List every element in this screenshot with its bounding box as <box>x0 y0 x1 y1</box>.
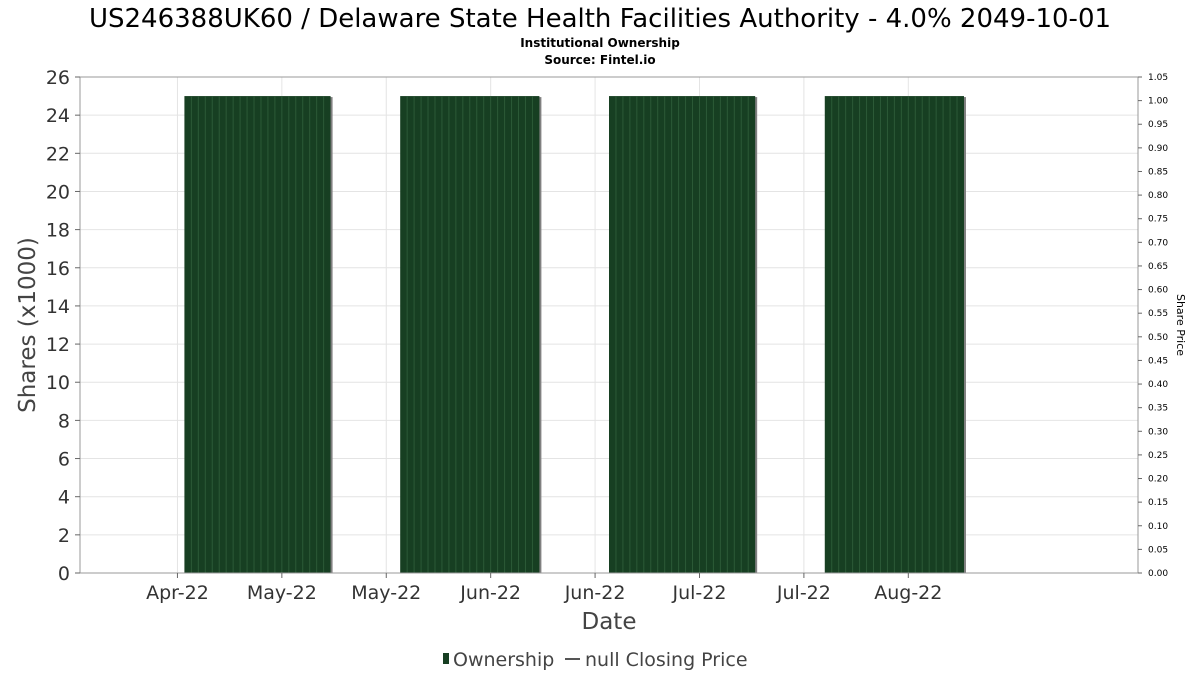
ownership-bar <box>400 96 542 574</box>
y2-tick-label: 0.30 <box>1148 427 1168 437</box>
x-tick-label: Jun-22 <box>564 582 626 604</box>
legend: Ownership null Closing Price <box>443 649 748 671</box>
ownership-bar <box>824 96 966 574</box>
y-tick-label: 4 <box>58 487 70 509</box>
y-tick-label: 20 <box>46 181 70 203</box>
y2-tick-label: 0.75 <box>1148 215 1168 225</box>
x-tick-label: Apr-22 <box>146 582 209 604</box>
y2-tick-label: 0.90 <box>1148 144 1168 154</box>
y2-tick-label: 1.05 <box>1148 73 1168 83</box>
y-tick-label: 0 <box>58 563 70 585</box>
x-tick-label: Jun-22 <box>459 582 521 604</box>
ownership-bar-body <box>609 96 756 574</box>
right-y-axis-ticks: 0.00 0.05 0.10 0.15 0.20 0.25 0.30 0.35 0.40 0.45… <box>1138 73 1168 579</box>
y2-tick-label: 0.40 <box>1148 380 1168 390</box>
chart-subtitle: Institutional Ownership <box>520 36 680 50</box>
y-tick-label: 18 <box>46 220 70 242</box>
x-tick-label: May-22 <box>247 582 317 604</box>
y2-tick-label: 0.35 <box>1148 404 1168 414</box>
y2-tick-label: 0.05 <box>1148 545 1168 555</box>
x-tick-label: Aug-22 <box>874 582 942 604</box>
y-tick-label: 2 <box>58 525 70 547</box>
y-tick-label: 22 <box>46 143 70 165</box>
y2-tick-label: 0.80 <box>1148 191 1168 201</box>
y2-tick-label: 0.25 <box>1148 451 1168 461</box>
ownership-bars <box>184 96 966 574</box>
ownership-bar <box>609 96 758 574</box>
y2-tick-label: 0.60 <box>1148 286 1168 296</box>
y2-tick-label: 0.70 <box>1148 238 1168 248</box>
y-tick-label: 8 <box>58 410 70 432</box>
x-tick-label: Jul-22 <box>672 582 727 604</box>
x-tick-label: May-22 <box>351 582 421 604</box>
y-tick-label: 12 <box>46 334 70 356</box>
y2-tick-label: 0.95 <box>1148 120 1168 130</box>
chart-title: US246388UK60 / Delaware State Health Fac… <box>89 4 1111 34</box>
y-tick-label: 16 <box>46 258 70 280</box>
y-tick-label: 6 <box>58 449 70 471</box>
ownership-bar <box>184 96 333 574</box>
y2-tick-label: 0.45 <box>1148 356 1168 366</box>
y2-tick-label: 0.65 <box>1148 262 1168 272</box>
y2-tick-label: 0.15 <box>1148 498 1168 508</box>
plot-area <box>79 76 1139 574</box>
y2-tick-label: 0.20 <box>1148 475 1168 485</box>
y-tick-label: 24 <box>46 105 70 127</box>
y2-tick-label: 0.10 <box>1148 522 1168 532</box>
y-tick-label: 26 <box>46 67 70 89</box>
x-tick-label: Jul-22 <box>776 582 831 604</box>
y2-tick-label: 0.50 <box>1148 333 1168 343</box>
legend-swatch-ownership <box>443 653 449 664</box>
y2-tick-label: 1.00 <box>1148 97 1168 107</box>
legend-label-ownership: Ownership <box>453 649 554 671</box>
legend-label-closing-price: null Closing Price <box>585 649 748 671</box>
x-axis-label: Date <box>582 609 637 635</box>
y2-tick-label: 0.85 <box>1148 167 1168 177</box>
chart-source: Source: Fintel.io <box>544 53 655 67</box>
y2-axis-label: Share Price <box>1174 294 1187 356</box>
x-axis-ticks: Apr-22 May-22 May-22 Jun-22 Jun-22 Jul-22 Jul-… <box>146 573 942 604</box>
y-axis-label: Shares (x1000) <box>15 237 41 413</box>
y-tick-label: 10 <box>46 372 70 394</box>
y-tick-label: 14 <box>46 296 70 318</box>
ownership-bar-body <box>184 96 331 574</box>
y2-tick-label: 0.00 <box>1148 569 1168 579</box>
y2-tick-label: 0.55 <box>1148 309 1168 319</box>
